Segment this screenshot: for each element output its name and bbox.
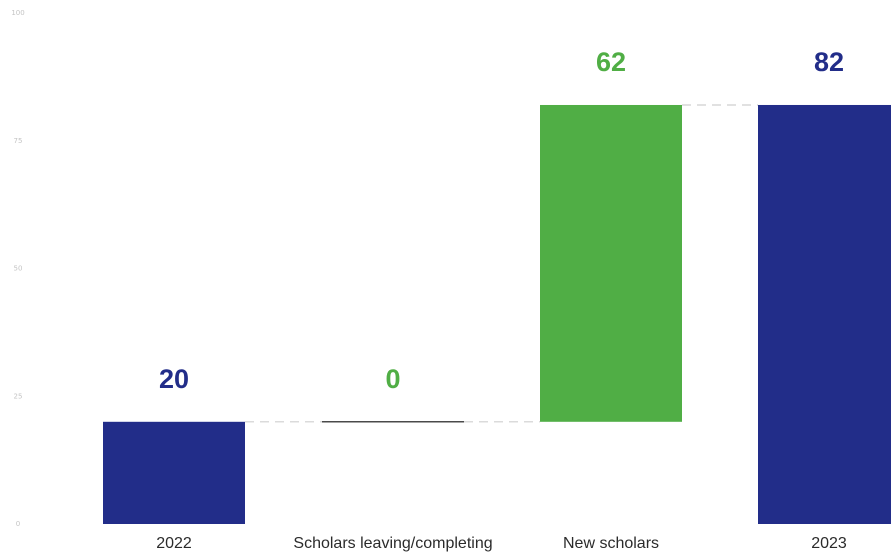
data-label: 0 bbox=[385, 364, 400, 394]
bar bbox=[540, 105, 682, 422]
y-axis: 0 25 50 75 100 bbox=[11, 9, 24, 528]
data-label: 62 bbox=[596, 47, 626, 77]
x-axis: 2022 Scholars leaving/completing New schol… bbox=[156, 535, 847, 552]
y-tick-label: 75 bbox=[14, 137, 23, 145]
category-label: Scholars leaving/completing bbox=[293, 535, 492, 552]
y-tick-label: 50 bbox=[14, 265, 23, 273]
y-tick-label: 25 bbox=[14, 392, 23, 400]
y-tick-label: 100 bbox=[11, 9, 24, 17]
data-label: 82 bbox=[814, 47, 844, 77]
category-label: 2023 bbox=[811, 535, 847, 552]
y-tick-label: 0 bbox=[16, 520, 20, 528]
bar bbox=[758, 105, 891, 524]
bars bbox=[103, 105, 891, 524]
data-label: 20 bbox=[159, 364, 189, 394]
data-labels: 20 0 62 82 bbox=[159, 47, 844, 394]
category-label: 2022 bbox=[156, 535, 192, 552]
category-label: New scholars bbox=[563, 535, 659, 552]
bar bbox=[103, 422, 245, 524]
